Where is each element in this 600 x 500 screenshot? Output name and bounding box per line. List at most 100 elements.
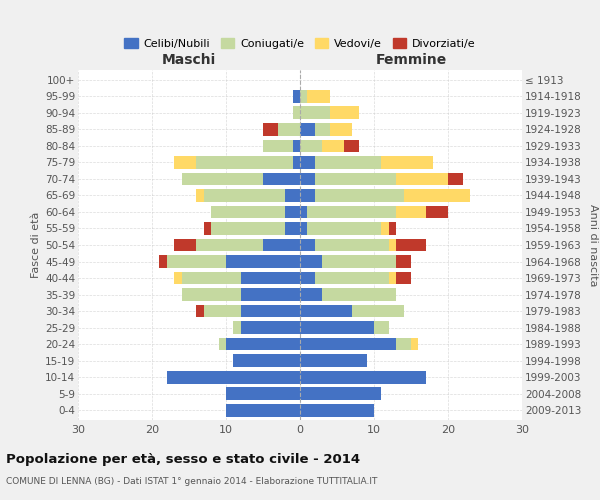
Bar xyxy=(396,172,448,186)
Bar xyxy=(307,206,396,218)
Bar xyxy=(300,172,315,186)
Text: Femmine: Femmine xyxy=(376,52,446,66)
Bar xyxy=(233,354,300,367)
Text: COMUNE DI LENNA (BG) - Dati ISTAT 1° gennaio 2014 - Elaborazione TUTTITALIA.IT: COMUNE DI LENNA (BG) - Dati ISTAT 1° gen… xyxy=(6,478,377,486)
Bar xyxy=(315,156,382,169)
Bar xyxy=(322,140,344,152)
Bar xyxy=(241,288,300,301)
Bar xyxy=(300,288,322,301)
Bar xyxy=(174,238,196,252)
Bar xyxy=(322,255,396,268)
Bar xyxy=(329,123,352,136)
Bar xyxy=(226,387,300,400)
Bar xyxy=(196,238,263,252)
Bar xyxy=(241,321,300,334)
Bar xyxy=(278,123,300,136)
Bar xyxy=(167,370,300,384)
Bar xyxy=(160,255,167,268)
Bar xyxy=(263,140,293,152)
Y-axis label: Fasce di età: Fasce di età xyxy=(31,212,41,278)
Bar xyxy=(300,338,396,350)
Bar xyxy=(226,255,300,268)
Bar xyxy=(196,156,293,169)
Bar xyxy=(293,156,300,169)
Bar xyxy=(352,304,404,318)
Bar xyxy=(404,189,470,202)
Bar xyxy=(293,90,300,103)
Bar xyxy=(300,123,315,136)
Bar xyxy=(300,206,307,218)
Bar xyxy=(233,321,241,334)
Bar xyxy=(300,222,307,235)
Bar xyxy=(426,206,448,218)
Bar xyxy=(389,222,396,235)
Bar xyxy=(300,370,426,384)
Bar xyxy=(174,272,182,284)
Bar xyxy=(204,189,285,202)
Bar xyxy=(300,255,322,268)
Bar xyxy=(396,338,411,350)
Bar xyxy=(396,238,426,252)
Bar xyxy=(315,238,389,252)
Bar xyxy=(263,238,300,252)
Bar xyxy=(300,106,329,120)
Bar xyxy=(293,106,300,120)
Y-axis label: Anni di nascita: Anni di nascita xyxy=(588,204,598,286)
Legend: Celibi/Nubili, Coniugati/e, Vedovi/e, Divorziati/e: Celibi/Nubili, Coniugati/e, Vedovi/e, Di… xyxy=(120,34,480,53)
Bar xyxy=(300,90,307,103)
Bar xyxy=(396,206,426,218)
Bar xyxy=(211,206,285,218)
Bar xyxy=(293,140,300,152)
Bar xyxy=(182,272,241,284)
Bar xyxy=(174,156,196,169)
Bar xyxy=(204,304,241,318)
Bar xyxy=(218,338,226,350)
Text: Popolazione per età, sesso e stato civile - 2014: Popolazione per età, sesso e stato civil… xyxy=(6,452,360,466)
Bar xyxy=(300,140,322,152)
Bar xyxy=(300,404,374,416)
Bar xyxy=(196,189,204,202)
Bar xyxy=(315,272,389,284)
Bar xyxy=(285,189,300,202)
Bar xyxy=(226,338,300,350)
Bar xyxy=(315,172,396,186)
Bar xyxy=(389,238,396,252)
Bar xyxy=(300,189,315,202)
Bar xyxy=(396,272,411,284)
Bar xyxy=(396,255,411,268)
Bar xyxy=(285,222,300,235)
Bar xyxy=(389,272,396,284)
Bar xyxy=(374,321,389,334)
Bar xyxy=(196,304,204,318)
Bar xyxy=(211,222,285,235)
Bar xyxy=(382,156,433,169)
Bar xyxy=(263,123,278,136)
Bar xyxy=(300,387,382,400)
Bar xyxy=(329,106,359,120)
Bar xyxy=(411,338,418,350)
Bar xyxy=(344,140,359,152)
Bar xyxy=(315,123,329,136)
Bar xyxy=(315,189,404,202)
Bar xyxy=(285,206,300,218)
Bar xyxy=(241,304,300,318)
Bar xyxy=(300,272,315,284)
Bar xyxy=(182,172,263,186)
Bar xyxy=(167,255,226,268)
Bar xyxy=(300,354,367,367)
Bar xyxy=(241,272,300,284)
Bar xyxy=(182,288,241,301)
Bar xyxy=(226,404,300,416)
Bar xyxy=(300,321,374,334)
Bar xyxy=(263,172,300,186)
Bar xyxy=(448,172,463,186)
Text: Maschi: Maschi xyxy=(162,52,216,66)
Bar xyxy=(382,222,389,235)
Bar xyxy=(322,288,396,301)
Bar xyxy=(307,90,329,103)
Bar xyxy=(204,222,211,235)
Bar xyxy=(300,156,315,169)
Bar xyxy=(300,304,352,318)
Bar xyxy=(300,238,315,252)
Bar xyxy=(307,222,382,235)
